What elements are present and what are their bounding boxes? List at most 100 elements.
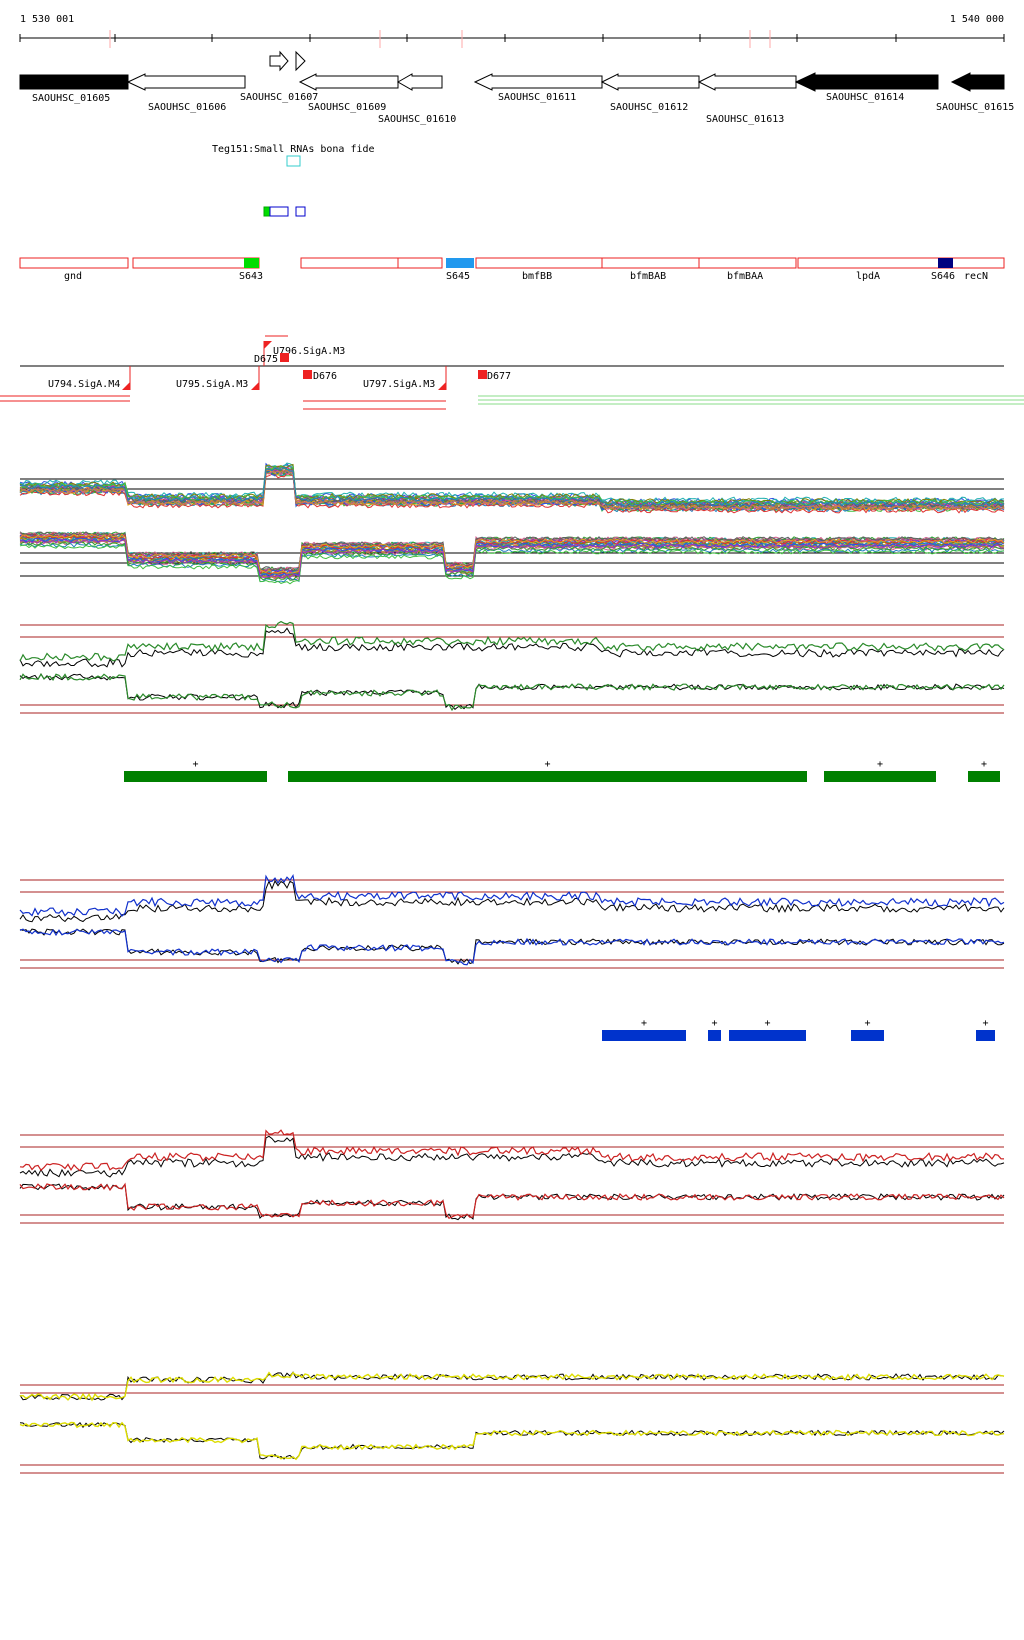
region-bar bbox=[976, 1030, 995, 1041]
region-bar bbox=[708, 1030, 721, 1041]
segment-label: bmfBB bbox=[522, 271, 552, 282]
signal-line bbox=[19, 627, 1005, 668]
gene-SAOUHSC_01614[interactable]: SAOUHSC_01614 bbox=[794, 72, 939, 103]
signal-line bbox=[19, 469, 1005, 511]
promoter-label: U796.SigA.M3 bbox=[273, 346, 345, 357]
segment[interactable] bbox=[475, 257, 603, 269]
small-rna-feature[interactable] bbox=[286, 155, 301, 167]
region-strand-label: + bbox=[981, 759, 987, 770]
segment[interactable] bbox=[300, 257, 399, 269]
region-strand-label: + bbox=[641, 1018, 647, 1029]
green-box[interactable] bbox=[263, 206, 271, 217]
gene-SAOUHSC_01612[interactable]: SAOUHSC_01612 bbox=[600, 73, 700, 113]
terminator-D677[interactable]: D677 bbox=[478, 370, 511, 382]
segment-label: S643 bbox=[239, 271, 263, 282]
gene-label: SAOUHSC_01611 bbox=[498, 92, 576, 103]
yellow-expression-track bbox=[19, 1371, 1005, 1474]
promoter-U795[interactable]: U795.SigA.M3 bbox=[176, 366, 260, 390]
signal-line bbox=[19, 1371, 1005, 1401]
multi-sample-expression-track bbox=[19, 462, 1005, 585]
segment-marker-S646[interactable] bbox=[938, 258, 953, 268]
gene-label: SAOUHSC_01605 bbox=[32, 93, 110, 104]
segment-marker-S645[interactable] bbox=[446, 258, 474, 268]
promoter-U796[interactable]: U796.SigA.M3 bbox=[263, 341, 345, 366]
gene-label: SAOUHSC_01607 bbox=[240, 92, 318, 103]
ruler-end-label: 1 540 000 bbox=[950, 14, 1004, 25]
signal-line bbox=[19, 536, 1005, 577]
gene-SAOUHSC_01611[interactable]: SAOUHSC_01611 bbox=[473, 73, 603, 103]
feature-boxes bbox=[263, 206, 306, 217]
signal-line bbox=[19, 1183, 1005, 1221]
gene-label: SAOUHSC_01610 bbox=[378, 114, 456, 125]
signal-line bbox=[19, 531, 1005, 572]
signal-line bbox=[19, 1135, 1005, 1178]
coordinate-ruler: 1 530 001 1 540 000 bbox=[19, 14, 1005, 48]
segment-label: S645 bbox=[446, 271, 470, 282]
blue-region-track: + + + + + bbox=[602, 1018, 995, 1041]
signal-line bbox=[19, 544, 1005, 585]
blue-box[interactable] bbox=[295, 206, 306, 217]
signal-line bbox=[19, 533, 1005, 574]
segment[interactable] bbox=[19, 257, 129, 269]
segment[interactable] bbox=[397, 257, 443, 269]
promoter-label: U794.SigA.M4 bbox=[48, 379, 120, 390]
segment[interactable] bbox=[797, 257, 1005, 269]
small-rna-track: Teg151:Small RNAs bona fide bbox=[212, 144, 375, 167]
signal-line bbox=[19, 928, 1005, 966]
gene-SAOUHSC_01615[interactable]: SAOUHSC_01615 bbox=[936, 72, 1014, 113]
region-bar bbox=[824, 771, 936, 782]
promoter-U794[interactable]: U794.SigA.M4 bbox=[48, 366, 131, 390]
region-strand-label: + bbox=[764, 1018, 770, 1029]
signal-line bbox=[19, 465, 1005, 506]
signal-line bbox=[19, 466, 1005, 507]
signal-line bbox=[19, 1371, 1005, 1402]
region-bar bbox=[124, 771, 267, 782]
gene-label: SAOUHSC_01614 bbox=[826, 92, 904, 103]
signal-line bbox=[19, 473, 1005, 514]
green-region-track: + + + + bbox=[124, 759, 1000, 782]
region-bar bbox=[851, 1030, 884, 1041]
gene-label: SAOUHSC_01606 bbox=[148, 102, 226, 113]
promoter-label: U797.SigA.M3 bbox=[363, 379, 435, 390]
gene-SAOUHSC_01610[interactable]: SAOUHSC_01610 bbox=[378, 73, 456, 125]
gene-label: SAOUHSC_01612 bbox=[610, 102, 688, 113]
promoter-label: U795.SigA.M3 bbox=[176, 379, 248, 390]
gene-SAOUHSC_01607[interactable]: SAOUHSC_01607 bbox=[240, 50, 318, 103]
signal-line bbox=[19, 1421, 1005, 1461]
small-rna-label: Teg151:Small RNAs bona fide bbox=[212, 144, 375, 155]
blue-box[interactable] bbox=[269, 206, 289, 217]
segment[interactable] bbox=[698, 257, 797, 269]
terminator-label: D676 bbox=[313, 371, 337, 382]
signal-line bbox=[19, 1129, 1005, 1172]
segment[interactable] bbox=[601, 257, 700, 269]
region-strand-label: + bbox=[711, 1018, 717, 1029]
gene-label: SAOUHSC_01609 bbox=[308, 102, 386, 113]
segment-label: bfmBAB bbox=[630, 271, 666, 282]
region-bar bbox=[288, 771, 807, 782]
region-strand-label: + bbox=[877, 759, 883, 770]
signal-line bbox=[19, 873, 1005, 917]
green-expression-track bbox=[19, 620, 1005, 714]
promoter-U797[interactable]: U797.SigA.M3 bbox=[363, 366, 447, 390]
segment-label: recN bbox=[964, 271, 988, 282]
region-bar bbox=[602, 1030, 686, 1041]
signal-line bbox=[19, 673, 1005, 710]
gene-track: SAOUHSC_01605 SAOUHSC_01606 SAOUHSC_0160… bbox=[19, 50, 1014, 125]
signal-line bbox=[19, 928, 1005, 965]
gene-SAOUHSC_01613[interactable]: SAOUHSC_01613 bbox=[697, 73, 797, 125]
gene-SAOUHSC_01606[interactable]: SAOUHSC_01606 bbox=[126, 73, 246, 113]
region-bar bbox=[968, 771, 1000, 782]
terminator-label: D675 bbox=[254, 354, 278, 365]
signal-line bbox=[19, 620, 1005, 662]
red-expression-track bbox=[19, 1129, 1005, 1224]
signal-line bbox=[19, 673, 1005, 712]
segment-label: S646 bbox=[931, 271, 955, 282]
segment-marker-S643[interactable] bbox=[244, 258, 259, 268]
terminator-D676[interactable]: D676 bbox=[303, 370, 337, 382]
segment[interactable] bbox=[132, 257, 260, 269]
region-strand-label: + bbox=[982, 1018, 988, 1029]
terminator-label: D677 bbox=[487, 371, 511, 382]
terminator-D675[interactable]: D675 bbox=[254, 353, 289, 365]
gene-SAOUHSC_01605[interactable]: SAOUHSC_01605 bbox=[19, 74, 129, 104]
